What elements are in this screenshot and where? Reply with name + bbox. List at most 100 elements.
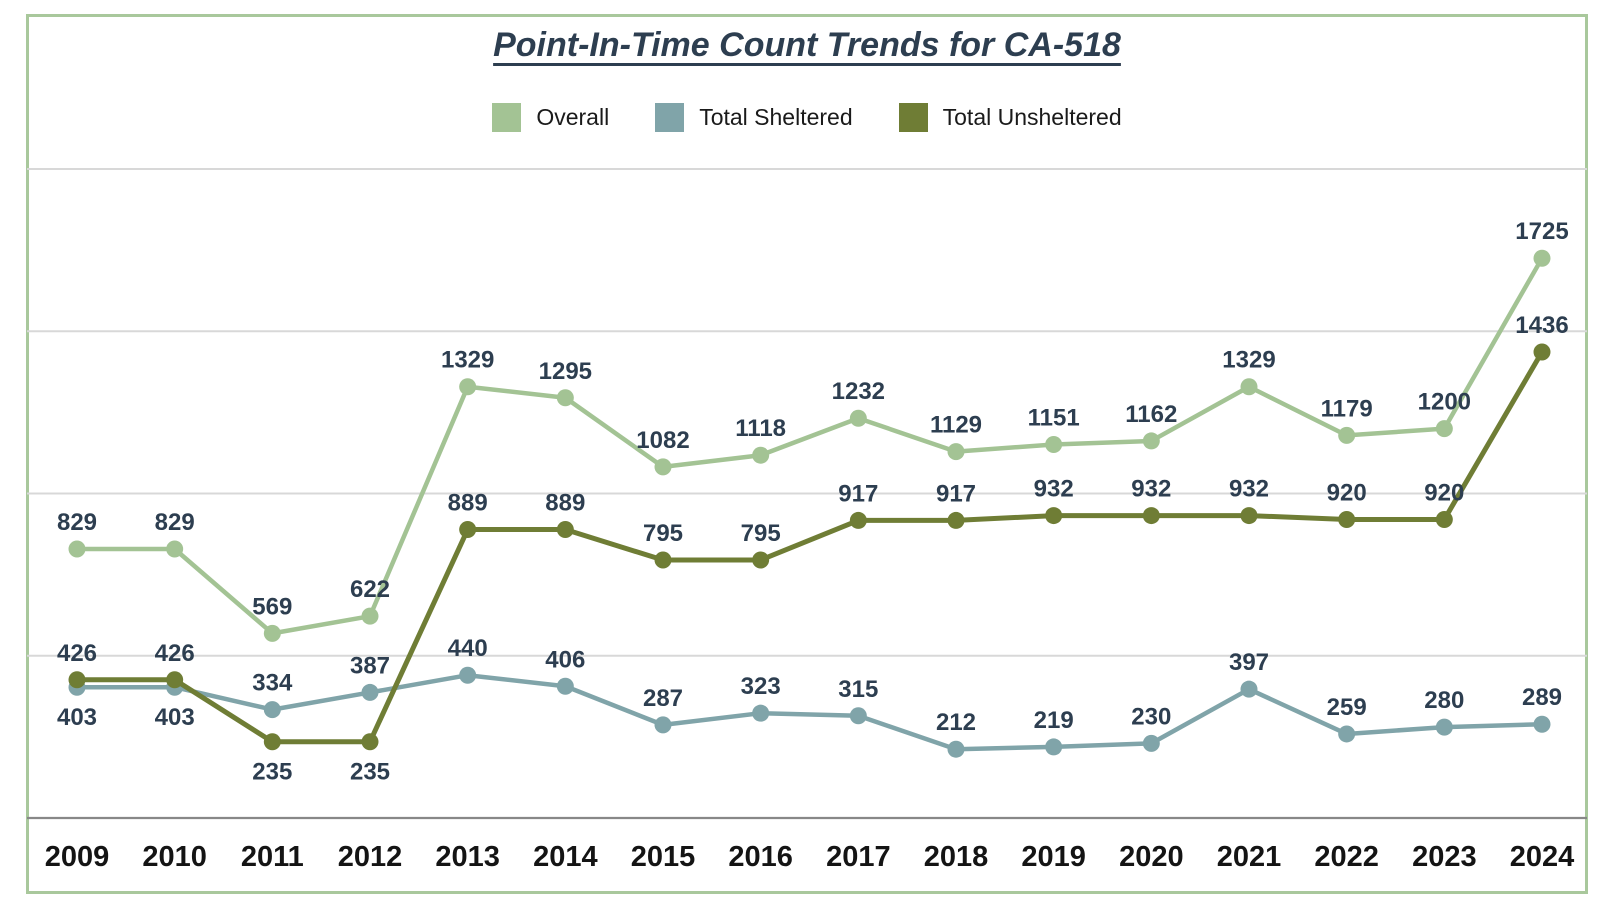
data-label: 1118	[735, 415, 786, 442]
data-label: 795	[741, 520, 781, 547]
data-point	[1338, 725, 1356, 743]
legend-item-total-unsheltered[interactable]: Total Unsheltered	[898, 103, 1122, 132]
data-label: 1725	[1515, 218, 1568, 245]
gridlines	[27, 168, 1587, 657]
series-overall: 829 829 569 622 1329 1295 1082 1118 1232 1129 1151…	[57, 218, 1569, 642]
data-point	[1533, 249, 1551, 267]
x-axis-label: 2012	[338, 841, 403, 873]
data-label: 1162	[1125, 401, 1177, 428]
data-label: 829	[155, 509, 195, 536]
data-label: 829	[57, 509, 97, 536]
legend-label-total-unsheltered: Total Unsheltered	[942, 104, 1122, 130]
data-point	[1045, 436, 1063, 454]
data-label: 889	[545, 490, 585, 517]
data-point	[654, 458, 672, 476]
data-label: 387	[350, 652, 390, 679]
data-label: 920	[1424, 479, 1464, 506]
data-label: 334	[252, 670, 293, 697]
data-point	[1240, 507, 1258, 525]
x-axis-label: 2013	[435, 841, 500, 873]
data-label: 932	[1034, 476, 1074, 503]
data-point	[556, 389, 574, 407]
data-point	[263, 701, 281, 719]
data-point	[1533, 715, 1551, 733]
x-axis-label: 2015	[631, 841, 696, 873]
data-label: 1232	[832, 378, 885, 405]
data-point	[263, 733, 281, 751]
x-axis-label: 2016	[728, 841, 793, 873]
data-point	[849, 409, 867, 427]
data-label: 917	[936, 480, 976, 507]
data-label: 287	[643, 685, 683, 712]
series-line	[74, 349, 1545, 745]
data-point	[947, 443, 965, 461]
data-point	[947, 740, 965, 758]
legend-label-total-sheltered: Total Sheltered	[699, 104, 853, 130]
legend-item-total-sheltered[interactable]: Total Sheltered	[655, 103, 853, 132]
x-axis-label: 2022	[1314, 841, 1379, 873]
data-point	[1435, 510, 1453, 528]
data-point	[849, 707, 867, 725]
data-point	[263, 624, 281, 642]
data-label: 622	[350, 576, 390, 603]
data-label: 426	[155, 640, 195, 667]
data-label: 289	[1522, 684, 1562, 711]
x-axis-label: 2023	[1412, 841, 1477, 873]
data-point	[1435, 420, 1453, 438]
data-point	[68, 540, 86, 558]
data-point	[1240, 378, 1258, 396]
data-point	[752, 551, 770, 569]
data-point	[1338, 510, 1356, 528]
data-label: 795	[643, 520, 683, 547]
x-axis-label: 2024	[1510, 841, 1575, 873]
data-point	[556, 677, 574, 695]
x-axis-label: 2014	[533, 841, 598, 873]
data-point	[1142, 432, 1160, 450]
legend-swatch-overall-icon	[492, 103, 522, 132]
legend: Overall Total Sheltered Total Unsheltere…	[0, 103, 1614, 132]
data-label: 397	[1229, 649, 1269, 676]
x-axis-label: 2020	[1119, 841, 1184, 873]
data-label: 1179	[1321, 395, 1373, 422]
data-point	[1045, 507, 1063, 525]
data-point	[1533, 343, 1551, 361]
data-point	[849, 511, 867, 529]
x-axis-label: 2021	[1217, 841, 1282, 873]
data-label: 323	[741, 673, 781, 700]
legend-swatch-total-sheltered-icon	[655, 103, 685, 132]
data-point	[1045, 738, 1063, 756]
data-point	[752, 446, 770, 464]
chart-title: Point-In-Time Count Trends for CA-518	[493, 26, 1121, 64]
data-label: 889	[448, 490, 488, 517]
data-point	[654, 716, 672, 734]
series-line	[74, 672, 1545, 752]
x-axis-label: 2010	[142, 841, 207, 873]
data-label: 1082	[636, 427, 689, 454]
data-point	[459, 378, 477, 396]
data-label: 219	[1034, 707, 1074, 734]
data-label: 1151	[1028, 405, 1080, 432]
data-label: 1329	[441, 347, 494, 374]
data-point	[1338, 426, 1356, 444]
legend-item-overall[interactable]: Overall	[492, 103, 609, 132]
data-point	[752, 704, 770, 722]
data-point	[459, 521, 477, 539]
series-line	[74, 255, 1545, 636]
legend-swatch-total-unsheltered-icon	[898, 103, 928, 132]
data-label: 1436	[1515, 312, 1568, 339]
legend-label-overall: Overall	[536, 104, 610, 130]
data-label: 1200	[1418, 389, 1471, 416]
data-point	[1240, 680, 1258, 698]
data-label: 932	[1131, 476, 1171, 503]
data-label: 403	[57, 704, 97, 731]
data-point	[1142, 734, 1160, 752]
x-axis-label: 2011	[241, 841, 304, 873]
data-point	[947, 511, 965, 529]
data-label: 259	[1327, 694, 1367, 721]
data-label: 569	[252, 593, 292, 620]
data-point	[166, 671, 184, 689]
x-axis-labels: 2009 2010 2011 2012 2013 2014 2015 2016 2017 2018…	[45, 841, 1575, 873]
data-point	[1435, 718, 1453, 736]
